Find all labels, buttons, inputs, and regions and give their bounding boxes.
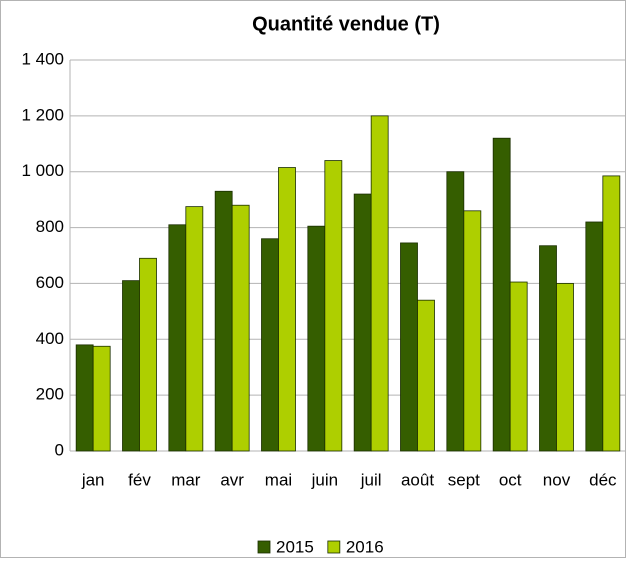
bar (509, 281, 528, 452)
bar (556, 283, 574, 452)
y-tick-label: 1 400 (21, 49, 64, 68)
bar (231, 204, 250, 452)
y-tick-label: 1 200 (21, 105, 64, 124)
legend-label: 2016 (346, 537, 384, 556)
legend-label: 2015 (276, 537, 314, 556)
bar (139, 257, 157, 452)
bar (585, 221, 604, 452)
bar (417, 299, 435, 452)
bar (185, 206, 204, 452)
x-tick-label: déc (589, 470, 617, 489)
bar (370, 115, 389, 452)
x-tick-label: nov (543, 470, 571, 489)
x-tick-label: mai (265, 470, 292, 489)
bar (492, 137, 511, 452)
bar (92, 345, 111, 452)
bar (278, 167, 296, 452)
bar (353, 193, 372, 452)
x-tick-label: août (401, 470, 434, 489)
bar (446, 171, 465, 452)
x-tick-label: fév (128, 470, 151, 489)
bar (602, 175, 621, 452)
legend-swatch (257, 540, 271, 554)
y-tick-label: 0 (55, 440, 64, 459)
bar (122, 280, 140, 452)
bar (463, 210, 482, 452)
bar (324, 160, 343, 452)
y-tick-label: 600 (36, 273, 64, 292)
bar (307, 225, 326, 452)
bar (75, 344, 94, 452)
bar (539, 245, 557, 452)
bar (400, 242, 418, 452)
x-tick-label: oct (499, 470, 522, 489)
x-tick-label: mar (171, 470, 201, 489)
legend-swatch (327, 540, 341, 554)
y-tick-label: 200 (36, 385, 64, 404)
chart-title: Quantité vendue (T) (252, 13, 440, 35)
y-tick-label: 1 000 (21, 161, 64, 180)
y-tick-label: 400 (36, 329, 64, 348)
x-tick-label: juin (311, 470, 338, 489)
x-tick-label: jan (81, 470, 105, 489)
bar (261, 238, 279, 452)
x-tick-label: sept (448, 470, 480, 489)
y-tick-label: 800 (36, 217, 64, 236)
x-tick-label: juil (360, 470, 382, 489)
bar (214, 190, 233, 452)
x-tick-label: avr (220, 470, 244, 489)
bar (168, 224, 187, 452)
